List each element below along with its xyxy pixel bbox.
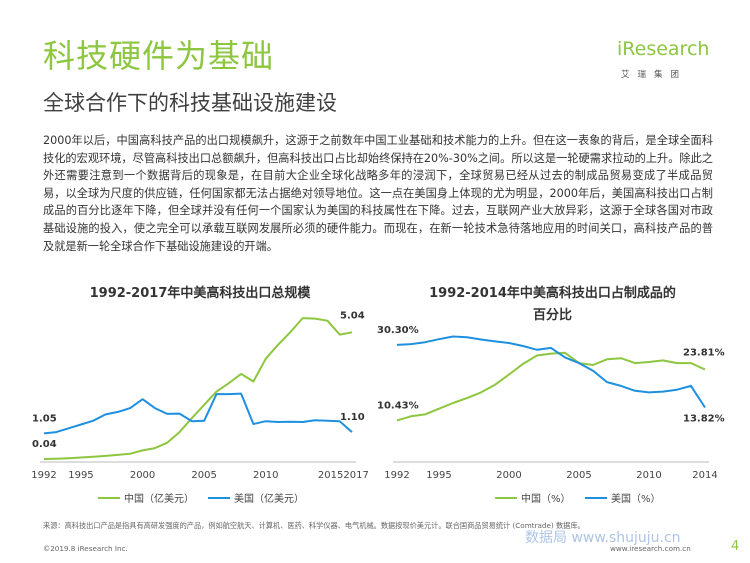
data-label: 30.30% xyxy=(377,325,419,336)
legend-label: 美国（亿美元） xyxy=(234,492,304,505)
x-tick-label: 1995 xyxy=(426,470,451,481)
x-tick-label: 20152017 xyxy=(318,470,369,481)
x-tick-label: 2000 xyxy=(130,470,155,481)
chart2-title: 1992-2014年中美高科技出口占制成品的 百分比 xyxy=(395,283,710,327)
footer-url: www.iresearch.com.cn xyxy=(610,544,691,553)
x-tick-label: 2010 xyxy=(636,470,661,481)
data-label: 13.82% xyxy=(683,413,725,424)
data-label: 5.04 xyxy=(340,310,365,321)
x-tick-label: 2014 xyxy=(692,470,717,481)
data-label: 23.81% xyxy=(683,348,725,359)
logo-subtext: 艾瑞集团 xyxy=(621,70,688,80)
x-tick-label: 2000 xyxy=(496,470,521,481)
body-paragraph: 2000年以后，中国高科技产品的出口规模飙升，这源于之前数年中国工业基础和技术能… xyxy=(43,134,713,253)
data-label: 0.04 xyxy=(32,439,57,450)
legend-label: 美国（%） xyxy=(611,492,661,505)
footer-copyright: ©2019.8 iResearch Inc. xyxy=(43,544,128,553)
page-number: 4 xyxy=(731,539,740,554)
x-tick-label: 2010 xyxy=(253,470,278,481)
data-label: 10.43% xyxy=(377,400,419,411)
x-tick-label: 1992 xyxy=(384,470,409,481)
chart1-export-scale: 1992 1995 2000 2005 2010 20152017 1.05 0.04 5.04… xyxy=(31,310,369,505)
x-tick-label: 1995 xyxy=(68,470,93,481)
x-tick-label: 2005 xyxy=(191,470,216,481)
iresearch-logo xyxy=(612,40,708,64)
watermark: 数据局 www.shujuju.cn xyxy=(525,530,681,546)
legend-label: 中国（亿美元） xyxy=(124,492,194,505)
data-label: 1.05 xyxy=(32,413,57,424)
chart2-export-share: 1992 1995 2000 2005 2010 2014 30.30% 10.43% 23.8… xyxy=(377,325,725,505)
legend-label: 中国（%） xyxy=(521,492,571,505)
x-tick-label: 1992 xyxy=(31,470,56,481)
chart2-title-line2: 百分比 xyxy=(532,308,572,323)
series-line xyxy=(43,317,353,460)
series-line xyxy=(396,335,706,409)
chart2-title-line1: 1992-2014年中美高科技出口占制成品的 xyxy=(429,286,676,301)
page-title: 科技硬件为基础 xyxy=(43,37,275,75)
footer-source: 来源：高科技出口产品是指具有高研发强度的产品，例如航空航天、计算机、医药、科学仪… xyxy=(43,521,585,530)
page-subtitle: 全球合作下的科技基础设施建设 xyxy=(43,91,337,115)
series-line xyxy=(43,392,353,435)
data-label: 1.10 xyxy=(340,412,365,423)
series-line xyxy=(396,351,706,422)
x-tick-label: 2005 xyxy=(566,470,591,481)
chart1-title: 1992-2017年中美高科技出口总规模 xyxy=(89,286,311,301)
logo-text: iResearch xyxy=(617,38,710,60)
